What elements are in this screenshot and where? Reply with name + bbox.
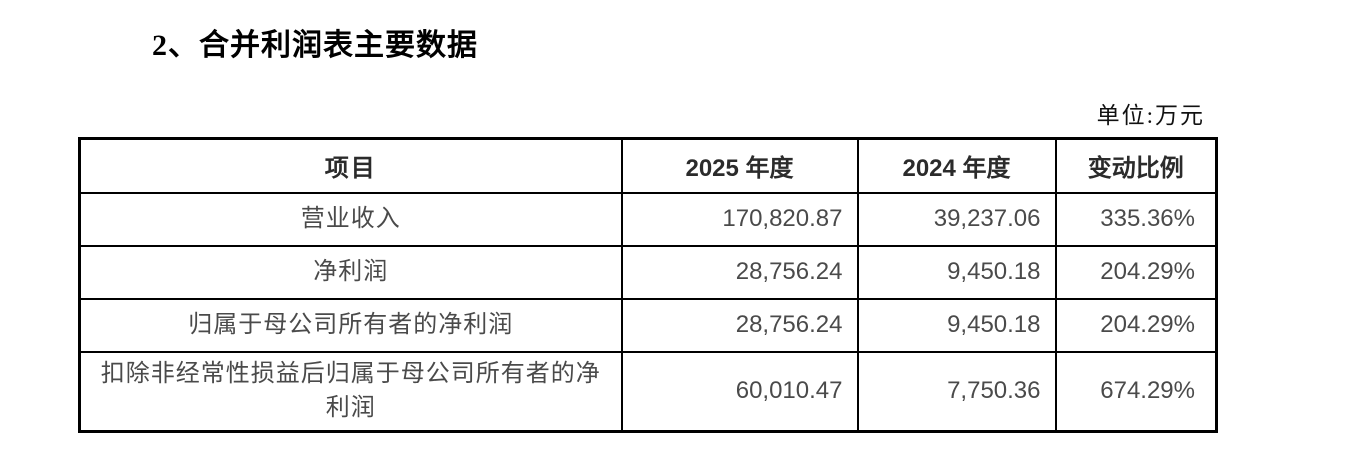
row-item-label: 扣除非经常性损益后归属于母公司所有者的净利润 bbox=[78, 350, 623, 433]
table-row: 归属于母公司所有者的净利润 28,756.24 9,450.18 204.29% bbox=[78, 297, 1218, 353]
row-item-label: 归属于母公司所有者的净利润 bbox=[78, 297, 623, 353]
row-item-label: 营业收入 bbox=[78, 191, 623, 247]
row-value-2024: 9,450.18 bbox=[856, 244, 1057, 300]
row-change-ratio: 204.29% bbox=[1054, 297, 1218, 353]
income-statement-table: 项目 2025 年度 2024 年度 变动比例 营业收入 170,820.87 … bbox=[78, 137, 1218, 434]
unit-label: 单位:万元 bbox=[1096, 103, 1205, 128]
table-row: 扣除非经常性损益后归属于母公司所有者的净利润 60,010.47 7,750.3… bbox=[78, 350, 1218, 433]
row-item-label: 净利润 bbox=[78, 244, 623, 300]
row-change-ratio: 674.29% bbox=[1054, 350, 1218, 433]
column-header-2025: 2025 年度 bbox=[620, 137, 859, 194]
table-row: 净利润 28,756.24 9,450.18 204.29% bbox=[78, 244, 1218, 300]
row-value-2025: 170,820.87 bbox=[620, 191, 859, 247]
row-value-2025: 60,010.47 bbox=[620, 350, 859, 433]
table-header-row: 项目 2025 年度 2024 年度 变动比例 bbox=[78, 137, 1218, 194]
column-header-item: 项目 bbox=[78, 137, 623, 194]
section-title: 2、合并利润表主要数据 bbox=[152, 29, 478, 62]
row-value-2025: 28,756.24 bbox=[620, 244, 859, 300]
row-change-ratio: 204.29% bbox=[1054, 244, 1218, 300]
row-value-2024: 9,450.18 bbox=[856, 297, 1057, 353]
table-row: 营业收入 170,820.87 39,237.06 335.36% bbox=[78, 191, 1218, 247]
row-value-2025: 28,756.24 bbox=[620, 297, 859, 353]
row-value-2024: 7,750.36 bbox=[856, 350, 1057, 433]
column-header-change: 变动比例 bbox=[1054, 137, 1218, 194]
row-change-ratio: 335.36% bbox=[1054, 191, 1218, 247]
row-value-2024: 39,237.06 bbox=[856, 191, 1057, 247]
column-header-2024: 2024 年度 bbox=[856, 137, 1057, 194]
